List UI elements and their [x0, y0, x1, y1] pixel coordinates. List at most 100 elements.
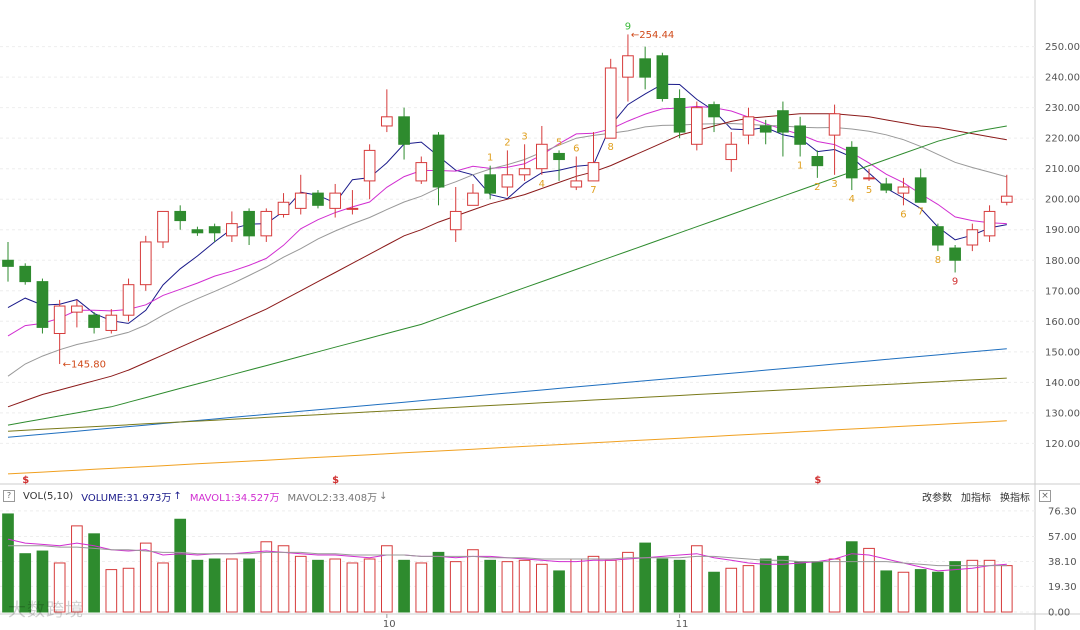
candle: [88, 312, 100, 334]
volume-bar: [415, 562, 428, 613]
volume-bar: [449, 561, 462, 613]
mavol2-arrow-down-icon: ↓: [379, 490, 388, 502]
close-icon[interactable]: ×: [1039, 490, 1051, 502]
candle: [777, 101, 789, 157]
candle-body: [622, 55, 634, 78]
candle: [191, 226, 204, 236]
switch-indicator-button[interactable]: 换指标: [1000, 492, 1030, 504]
candle: [914, 168, 927, 203]
volume-bar: [759, 558, 772, 613]
volume-bar: [122, 567, 135, 613]
candle-body: [604, 67, 617, 139]
candle-body: [191, 229, 204, 234]
candle-body: [312, 192, 324, 206]
candle: [535, 125, 548, 175]
candle-body: [467, 192, 479, 206]
volume-bar: [656, 558, 669, 613]
candle-body: [897, 186, 910, 194]
volume-bar: [983, 559, 996, 613]
volume-bar: [88, 533, 100, 613]
edit-params-button[interactable]: 改参数: [922, 492, 952, 504]
volume-bar: [2, 513, 14, 613]
s-marker: $: [332, 475, 339, 486]
candle: [1000, 174, 1013, 206]
candle-body: [553, 152, 565, 161]
td-count-label: 4: [539, 179, 545, 190]
candle-body: [759, 125, 772, 133]
price-extreme-label: ←145.80: [63, 360, 106, 371]
candle-body: [708, 104, 720, 118]
price-tick-label: 170.00: [1045, 286, 1080, 297]
candle-body: [587, 162, 600, 182]
candle: [398, 107, 410, 160]
volume-bar: [139, 542, 152, 613]
watermark: 大数跨境: [8, 600, 84, 621]
volume-bar: [604, 559, 617, 613]
candle: [604, 58, 617, 139]
volume-bar: [243, 558, 255, 613]
volume-bar: [260, 541, 273, 613]
td-count-label: 8: [935, 255, 941, 266]
volume-bar: [897, 571, 910, 613]
volume-tick-label: 38.10: [1048, 557, 1077, 568]
price-tick-label: 150.00: [1045, 347, 1080, 358]
candle: [71, 299, 83, 328]
volume-bar: [105, 569, 118, 613]
candle-body: [725, 143, 738, 161]
candle: [122, 278, 135, 322]
volume-bar: [467, 549, 479, 613]
candle-body: [673, 98, 686, 133]
candle: [294, 174, 307, 215]
candle: [329, 183, 342, 218]
help-icon[interactable]: ?: [3, 490, 15, 502]
volume-bar: [880, 570, 893, 613]
candle-body: [36, 281, 49, 328]
volume-bar: [501, 561, 514, 613]
volume-bar: [553, 570, 565, 613]
candle-body: [208, 226, 221, 234]
volume-bar: [708, 571, 720, 613]
candle: [312, 190, 324, 209]
candle: [277, 193, 290, 218]
candle-body: [880, 183, 893, 191]
candle: [759, 119, 772, 145]
td-count-label: 2: [504, 137, 510, 148]
volume-bar: [863, 547, 875, 613]
price-tick-label: 180.00: [1045, 256, 1080, 267]
candle-body: [329, 192, 342, 209]
candle-body: [260, 210, 273, 237]
volume-bar: [949, 561, 961, 613]
candle-body: [139, 241, 152, 286]
volume-bar: [725, 567, 738, 613]
volume-bar: [535, 563, 548, 613]
candle: [570, 156, 583, 191]
volume-bar: [19, 553, 32, 613]
td-count-label: 7: [590, 185, 596, 196]
volume-bar: [363, 558, 376, 613]
candle: [811, 150, 824, 178]
candle: [673, 89, 686, 139]
candle-body: [742, 116, 755, 136]
td-count-label: 5: [866, 185, 872, 196]
price-tick-label: 210.00: [1045, 164, 1080, 175]
candle-body: [88, 314, 100, 328]
candle-body: [690, 107, 703, 145]
volume-bar: [191, 559, 204, 613]
vol-arrow-up-icon: ↑: [173, 490, 182, 502]
candle-body: [518, 168, 531, 176]
volume-bar: [639, 542, 651, 613]
volume-toolbar: 改参数 加指标 换指标 ×: [922, 488, 1060, 504]
volume-bar: [914, 569, 927, 613]
candle: [725, 132, 738, 172]
candle-body: [863, 177, 875, 180]
volume-bar: [1000, 565, 1013, 613]
candle-body: [1000, 195, 1013, 203]
candle-body: [570, 180, 583, 188]
price-tick-label: 230.00: [1045, 103, 1080, 114]
candle-body: [19, 265, 32, 283]
candle: [966, 223, 979, 252]
add-indicator-button[interactable]: 加指标: [961, 492, 991, 504]
candle: [381, 89, 393, 133]
td-count-label: 8: [608, 142, 614, 153]
